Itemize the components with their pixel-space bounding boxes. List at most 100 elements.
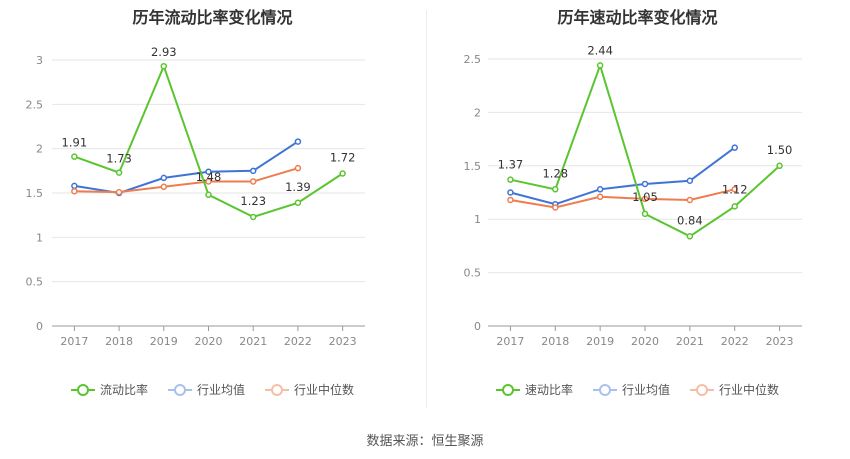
y-tick-label: 1 <box>36 231 43 244</box>
data-source-note: 数据来源：恒生聚源 <box>366 434 484 449</box>
data-point <box>249 178 257 185</box>
data-point <box>507 196 514 204</box>
chart-panel-current-ratio: 历年流动比率变化情况 0 0.5 1 1.5 2 2.5 3 2017 2018 2019 2020… <box>0 0 425 410</box>
x-tick-label: 2021 <box>676 335 704 348</box>
y-tick-label: 2.5 <box>26 98 44 111</box>
data-point <box>160 183 168 191</box>
data-label: 1.28 <box>542 166 568 180</box>
legend-label: 行业中位数 <box>294 383 355 397</box>
legend-label: 行业均值 <box>621 383 670 397</box>
data-point <box>686 233 694 240</box>
data-label: 2.93 <box>151 45 177 59</box>
legend-item-series-2[interactable]: 行业均值 <box>167 381 245 398</box>
chart-panel-quick-ratio: 历年速动比率变化情况 0 0.5 1 1.5 2 2.5 2017 2018 2019 2020 2… <box>425 0 850 410</box>
data-point <box>115 169 123 176</box>
data-point <box>71 153 78 160</box>
data-label: 2.44 <box>587 43 613 57</box>
data-label: 1.91 <box>62 136 88 150</box>
legend-item-series-1[interactable]: 速动比率 <box>495 381 573 398</box>
x-tick-label: 2022 <box>721 335 749 348</box>
x-tick-label: 2019 <box>150 335 178 348</box>
data-point <box>205 191 212 199</box>
legend-marker-icon <box>495 383 520 396</box>
data-point <box>160 174 168 182</box>
series-line <box>74 140 299 195</box>
data-label: 1.39 <box>285 180 311 194</box>
data-point <box>552 204 559 211</box>
data-point <box>115 188 123 196</box>
x-tick-label: 2018 <box>105 335 133 348</box>
legend-item-series-2[interactable]: 行业均值 <box>592 381 670 398</box>
data-point <box>686 177 694 185</box>
data-label: 0.84 <box>677 213 703 227</box>
data-point <box>205 178 212 185</box>
data-point <box>641 180 649 188</box>
line-chart-quick-ratio: 0 0.5 1 1.5 2 2.5 2017 2018 2019 2020 2021 2022 2023… <box>464 43 802 348</box>
data-point <box>205 168 212 175</box>
legend-item-series-1[interactable]: 流动比率 <box>70 381 148 398</box>
legend-label: 速动比率 <box>524 383 573 397</box>
data-point <box>339 170 346 177</box>
data-point <box>294 138 302 145</box>
panel-divider <box>426 10 427 408</box>
legend-label: 行业中位数 <box>719 383 780 397</box>
data-label: 1.50 <box>767 143 793 157</box>
data-point <box>71 182 78 190</box>
legend: 流动比率 行业均值 行业中位数 <box>0 381 425 398</box>
y-tick-label: 2.5 <box>464 53 482 66</box>
data-label: 1.48 <box>196 170 222 184</box>
data-point <box>641 195 649 203</box>
legend: 速动比率 行业均值 行业中位数 <box>425 381 850 398</box>
data-label: 1.23 <box>240 194 266 208</box>
data-label: 1.73 <box>106 152 132 166</box>
series-line <box>510 188 735 209</box>
data-point <box>731 186 738 193</box>
data-label: 1.37 <box>498 158 524 172</box>
y-tick-label: 1 <box>474 213 481 226</box>
chart-title: 历年流动比率变化情况 <box>132 8 293 27</box>
x-tick-label: 2020 <box>631 335 659 348</box>
data-label: 1.72 <box>330 150 356 164</box>
data-point <box>731 203 738 210</box>
data-point <box>71 187 78 195</box>
data-point <box>731 144 738 151</box>
y-tick-label: 1.5 <box>26 187 44 200</box>
data-point <box>686 196 694 204</box>
data-point <box>249 167 257 175</box>
legend-marker-icon <box>70 383 95 396</box>
data-point <box>249 213 257 221</box>
legend-marker-icon <box>690 383 714 396</box>
x-tick-label: 2021 <box>239 335 267 348</box>
y-tick-label: 1.5 <box>464 160 482 173</box>
y-tick-label: 0.5 <box>464 267 482 280</box>
series-line <box>74 167 299 194</box>
legend-label: 流动比率 <box>99 383 148 397</box>
x-tick-label: 2023 <box>329 335 357 348</box>
data-point <box>596 62 604 69</box>
legend-item-series-3[interactable]: 行业中位数 <box>265 381 354 398</box>
data-point <box>776 162 783 170</box>
data-point <box>507 189 514 196</box>
line-chart-current-ratio: 0 0.5 1 1.5 2 2.5 3 2017 2018 2019 2020 2021 2022 202… <box>26 45 365 348</box>
data-point <box>294 164 302 172</box>
data-label: 1.12 <box>722 182 748 196</box>
series-line <box>510 146 736 206</box>
legend-marker-icon <box>167 383 192 396</box>
legend-marker-icon <box>265 383 289 396</box>
data-point <box>552 186 559 193</box>
x-tick-label: 2017 <box>60 335 88 348</box>
y-tick-label: 0.5 <box>26 276 44 289</box>
x-tick-label: 2017 <box>496 335 524 348</box>
y-tick-label: 3 <box>36 54 43 67</box>
data-point <box>160 62 168 70</box>
y-tick-label: 0 <box>36 320 43 333</box>
x-tick-label: 2018 <box>541 335 569 348</box>
x-tick-label: 2022 <box>284 335 312 348</box>
y-tick-label: 2 <box>474 106 481 119</box>
legend-item-series-3[interactable]: 行业中位数 <box>690 381 779 398</box>
legend-label: 行业均值 <box>196 383 245 397</box>
data-point <box>294 199 302 207</box>
data-label: 1.05 <box>632 190 658 204</box>
x-tick-label: 2019 <box>586 335 614 348</box>
chart-title: 历年速动比率变化情况 <box>557 8 718 27</box>
